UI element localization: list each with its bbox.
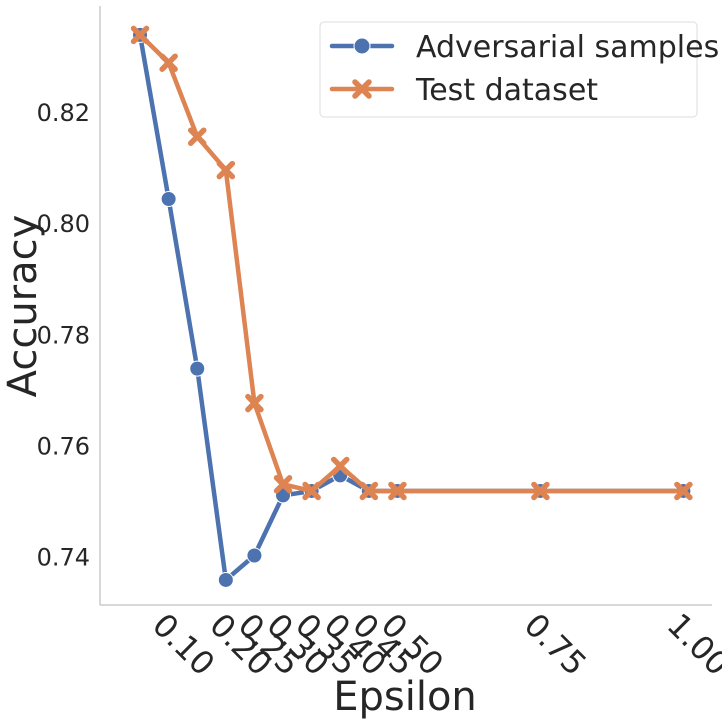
- series-2: [130, 25, 693, 501]
- legend-item: Adversarial samples: [329, 30, 719, 65]
- y-axis-title: Accuracy: [0, 215, 46, 398]
- data-point: [388, 481, 407, 501]
- x-tick-label: 0.75: [517, 606, 594, 683]
- data-point: [531, 481, 550, 501]
- data-point: [187, 127, 207, 146]
- legend: Adversarial samples Test dataset: [319, 21, 719, 118]
- y-tick-label: 0.76: [37, 432, 90, 460]
- y-tick-label: 0.82: [37, 99, 90, 127]
- data-point: [130, 25, 150, 45]
- data-point: [330, 456, 350, 476]
- y-tick-labels: 0.74 0.76 0.78 0.80 0.82: [37, 99, 90, 572]
- series-layer: [130, 25, 693, 588]
- y-tick-label: 0.74: [37, 544, 90, 572]
- legend-label: Test dataset: [415, 73, 598, 108]
- data-point: [189, 360, 206, 377]
- data-point: [159, 53, 178, 72]
- data-point: [216, 160, 236, 180]
- x-axis-title: Epsilon: [333, 674, 477, 720]
- x-tick-label: 0.10: [145, 606, 222, 683]
- x-tick-label: 1.00: [660, 606, 722, 683]
- legend-frame: [319, 21, 698, 118]
- legend-marker: [353, 37, 371, 55]
- data-point: [246, 547, 263, 564]
- legend-label: Adversarial samples: [416, 30, 719, 65]
- legend-item: Test dataset: [329, 73, 598, 108]
- axes: [99, 6, 712, 606]
- data-point: [160, 190, 177, 207]
- legend-marker: [352, 79, 372, 99]
- data-point: [674, 481, 693, 501]
- x-tick-labels: 0.100.200.250.300.350.400.450.50 0.75 1.00: [145, 606, 722, 683]
- y-tick-label: 0.78: [37, 321, 90, 349]
- data-point: [217, 571, 234, 588]
- data-point: [359, 481, 379, 501]
- data-point: [273, 475, 293, 494]
- series-line: [137, 32, 686, 494]
- data-point: [245, 393, 264, 413]
- data-point: [302, 481, 321, 501]
- y-tick-label: 0.80: [37, 210, 90, 238]
